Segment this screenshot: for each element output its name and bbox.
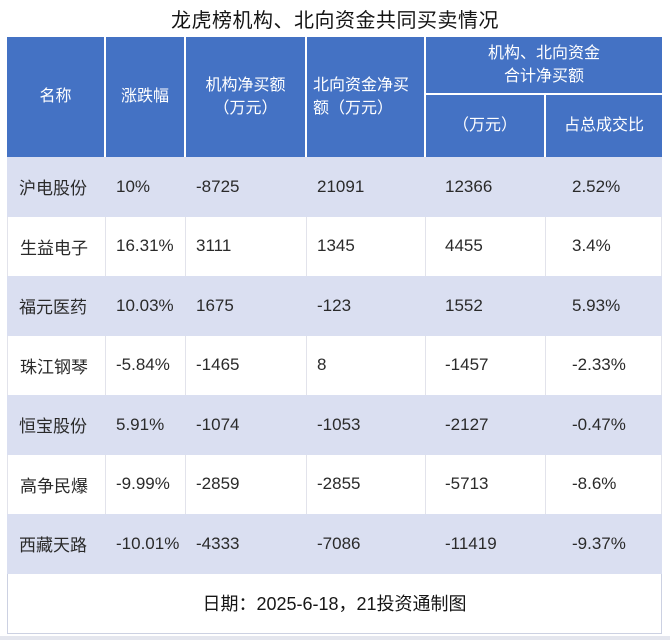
stock-name: 福元医药 bbox=[19, 298, 87, 318]
combined-net-buy: -11419 bbox=[445, 533, 497, 553]
inst-net-buy: 1675 bbox=[196, 295, 234, 315]
combined-net-buy: -2127 bbox=[445, 414, 489, 434]
combined-net-buy: -1457 bbox=[426, 335, 546, 395]
stock-name: 沪电股份 bbox=[19, 179, 87, 199]
stock-table: 名称 涨跌幅 机构净买额 （万元） 北向资金净买 额（万元） 机构、北向资金 合… bbox=[7, 37, 662, 634]
header-combined-ratio: 占总成交比 bbox=[546, 95, 662, 157]
stock-name: 生益电子 bbox=[7, 216, 106, 276]
table-row: 西藏天路 -10.01% -4333 -7086 -11419 -9.37% bbox=[7, 514, 662, 574]
change-pct: 5.91% bbox=[116, 414, 165, 434]
inst-net-buy: -2859 bbox=[186, 454, 307, 514]
north-net-buy: 21091 bbox=[317, 176, 365, 196]
header-combined-subrow: （万元） 占总成交比 bbox=[426, 95, 662, 157]
table-footer: 日期：2025-6-18，21投资通制图 bbox=[7, 573, 662, 634]
north-net-buy: -123 bbox=[317, 295, 352, 315]
page-title: 龙虎榜机构、北向资金共同买卖情况 bbox=[171, 10, 499, 32]
header-combined-group-title: 机构、北向资金 合计净买额 bbox=[426, 37, 662, 95]
table-row: 生益电子 16.31% 3111 1345 4455 3.4% bbox=[7, 216, 662, 276]
pct-of-turnover: -2.33% bbox=[546, 335, 662, 395]
table-row: 高争民爆 -9.99% -2859 -2855 -5713 -8.6% bbox=[7, 454, 662, 514]
table-row: 沪电股份 10% -8725 21091 12366 2.52% bbox=[7, 157, 662, 217]
north-net-buy: 1345 bbox=[307, 216, 426, 276]
change-pct: 10.03% bbox=[116, 295, 174, 315]
change-pct: 10% bbox=[116, 176, 151, 196]
change-pct: -10.01% bbox=[116, 533, 180, 553]
stock-name: 高争民爆 bbox=[7, 454, 106, 514]
pct-of-turnover: -0.47% bbox=[572, 414, 626, 434]
inst-net-buy: -1074 bbox=[196, 414, 240, 434]
bottom-edge-strip bbox=[0, 636, 670, 640]
header-combined-amount: （万元） bbox=[426, 95, 546, 157]
inst-net-buy: 3111 bbox=[186, 216, 307, 276]
combined-net-buy: 4455 bbox=[426, 216, 546, 276]
north-net-buy: -7086 bbox=[317, 533, 361, 553]
header-inst-net-buy: 机构净买额 （万元） bbox=[186, 37, 307, 157]
table-row: 福元医药 10.03% 1675 -123 1552 5.93% bbox=[7, 276, 662, 336]
inst-net-buy: -8725 bbox=[196, 176, 240, 196]
header-combined-group: 机构、北向资金 合计净买额 （万元） 占总成交比 bbox=[426, 37, 662, 157]
north-net-buy: -2855 bbox=[307, 454, 426, 514]
change-pct: -9.99% bbox=[106, 454, 186, 514]
inst-net-buy: -4333 bbox=[196, 533, 240, 553]
combined-net-buy: 1552 bbox=[445, 295, 483, 315]
change-pct: 16.31% bbox=[106, 216, 186, 276]
stock-name: 西藏天路 bbox=[19, 536, 87, 556]
pct-of-turnover: 3.4% bbox=[546, 216, 662, 276]
table-header-row: 名称 涨跌幅 机构净买额 （万元） 北向资金净买 额（万元） 机构、北向资金 合… bbox=[7, 37, 662, 157]
north-net-buy: 8 bbox=[307, 335, 426, 395]
table-row: 珠江钢琴 -5.84% -1465 8 -1457 -2.33% bbox=[7, 335, 662, 395]
inst-net-buy: -1465 bbox=[186, 335, 307, 395]
header-name: 名称 bbox=[7, 37, 106, 157]
stock-name: 珠江钢琴 bbox=[7, 335, 106, 395]
stock-name: 恒宝股份 bbox=[19, 417, 87, 437]
pct-of-turnover: -9.37% bbox=[572, 533, 626, 553]
pct-of-turnover: 5.93% bbox=[572, 295, 621, 315]
header-north-net-buy: 北向资金净买 额（万元） bbox=[307, 37, 426, 157]
header-change-pct: 涨跌幅 bbox=[106, 37, 186, 157]
north-net-buy: -1053 bbox=[317, 414, 361, 434]
footer-note: 日期：2025-6-18，21投资通制图 bbox=[202, 594, 467, 615]
pct-of-turnover: 2.52% bbox=[572, 176, 621, 196]
change-pct: -5.84% bbox=[106, 335, 186, 395]
combined-net-buy: 12366 bbox=[445, 176, 493, 196]
combined-net-buy: -5713 bbox=[426, 454, 546, 514]
table-row: 恒宝股份 5.91% -1074 -1053 -2127 -0.47% bbox=[7, 395, 662, 455]
pct-of-turnover: -8.6% bbox=[546, 454, 662, 514]
